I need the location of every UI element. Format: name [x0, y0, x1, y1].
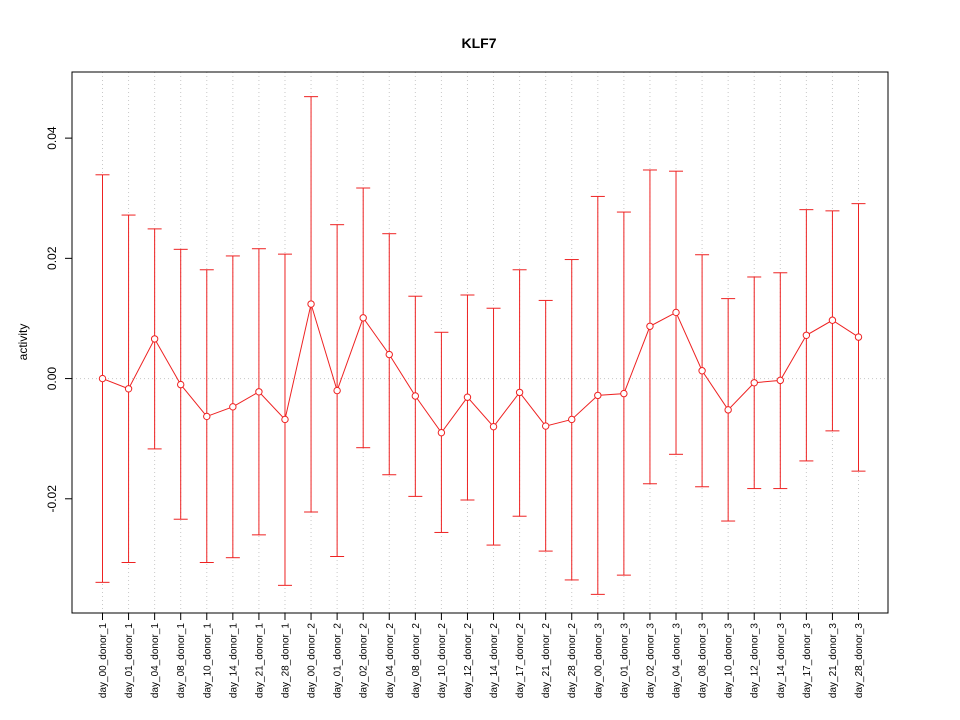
data-point [307, 300, 315, 308]
data-point [124, 385, 133, 393]
data-point [255, 388, 263, 396]
x-tick-label: day_10_donor_2 [437, 623, 448, 699]
x-tick-label: day_00_donor_2 [307, 623, 318, 699]
x-tick-label: day_21_donor_2 [541, 623, 552, 699]
grid [72, 72, 888, 613]
data-point [333, 386, 341, 395]
x-tick-label: day_12_donor_2 [463, 623, 474, 699]
data-point [568, 415, 576, 424]
y-tick-label: 0.02 [45, 246, 59, 270]
data-point [646, 322, 654, 330]
data-point [698, 367, 706, 375]
x-tick-label: day_10_donor_1 [202, 623, 213, 699]
data-point [177, 380, 185, 389]
data-point [411, 392, 420, 400]
data-point [750, 379, 758, 387]
y-tick-label: 0.04 [45, 126, 59, 150]
chart-title: KLF7 [462, 35, 497, 51]
y-axis: -0.02 0.00 0.02 0.04 [45, 126, 73, 513]
data-point [672, 308, 680, 317]
data-point [359, 314, 367, 322]
x-tick-label: day_17_donor_2 [515, 623, 526, 699]
data-point [150, 335, 159, 343]
x-tick-label: day_01_donor_3 [619, 623, 630, 699]
series-line-group [102, 302, 859, 434]
data-point [541, 422, 550, 430]
x-tick-label: day_28_donor_1 [281, 623, 292, 699]
x-tick-label: day_08_donor_3 [698, 623, 709, 699]
x-tick-label: day_21_donor_3 [828, 623, 839, 699]
x-tick-label: day_21_donor_1 [254, 623, 265, 699]
data-point [203, 412, 211, 421]
y-axis-label: activity [16, 324, 30, 361]
x-tick-label: day_10_donor_3 [724, 623, 735, 699]
data-point [515, 388, 524, 397]
series-line [102, 302, 859, 434]
plot-frame [71, 71, 889, 614]
error-bars [95, 96, 866, 595]
data-point [489, 422, 498, 431]
data-point [281, 415, 289, 424]
x-tick-label: day_12_donor_3 [750, 623, 761, 699]
x-tick-label: day_02_donor_3 [645, 623, 656, 699]
x-tick-label: day_28_donor_3 [854, 623, 865, 699]
data-point [98, 374, 107, 383]
data-point [802, 331, 811, 339]
x-tick-label: day_14_donor_1 [228, 623, 239, 699]
data-point [724, 406, 732, 414]
data-point [828, 316, 837, 324]
x-tick-label: day_28_donor_2 [567, 623, 578, 699]
x-tick-label: day_04_donor_2 [385, 623, 396, 699]
x-tick-label: day_14_donor_2 [489, 623, 500, 699]
x-tick-label: day_14_donor_3 [776, 623, 787, 699]
data-point [594, 391, 602, 400]
x-axis: day_00_donor_1 day_01_donor_1 day_04_donor… [98, 612, 865, 699]
data-point [620, 389, 628, 398]
data-point [229, 403, 237, 411]
x-tick-label: day_08_donor_2 [411, 623, 422, 699]
x-tick-label: day_17_donor_3 [802, 623, 813, 699]
x-tick-label: day_01_donor_1 [124, 623, 135, 699]
data-point [385, 350, 393, 359]
data-point [463, 393, 472, 401]
data-point [437, 428, 446, 437]
x-tick-label: day_01_donor_2 [333, 623, 344, 699]
x-tick-label: day_00_donor_1 [98, 623, 109, 699]
x-tick-label: day_04_donor_3 [672, 623, 683, 699]
x-tick-label: day_02_donor_2 [359, 623, 370, 699]
x-tick-label: day_04_donor_1 [150, 623, 161, 699]
data-points [98, 300, 863, 437]
x-tick-label: day_08_donor_1 [176, 623, 187, 699]
y-tick-label: -0.02 [45, 485, 59, 513]
y-tick-label: 0.00 [45, 367, 59, 391]
x-tick-label: day_00_donor_3 [593, 623, 604, 699]
data-point [776, 376, 784, 385]
data-point [854, 333, 863, 341]
